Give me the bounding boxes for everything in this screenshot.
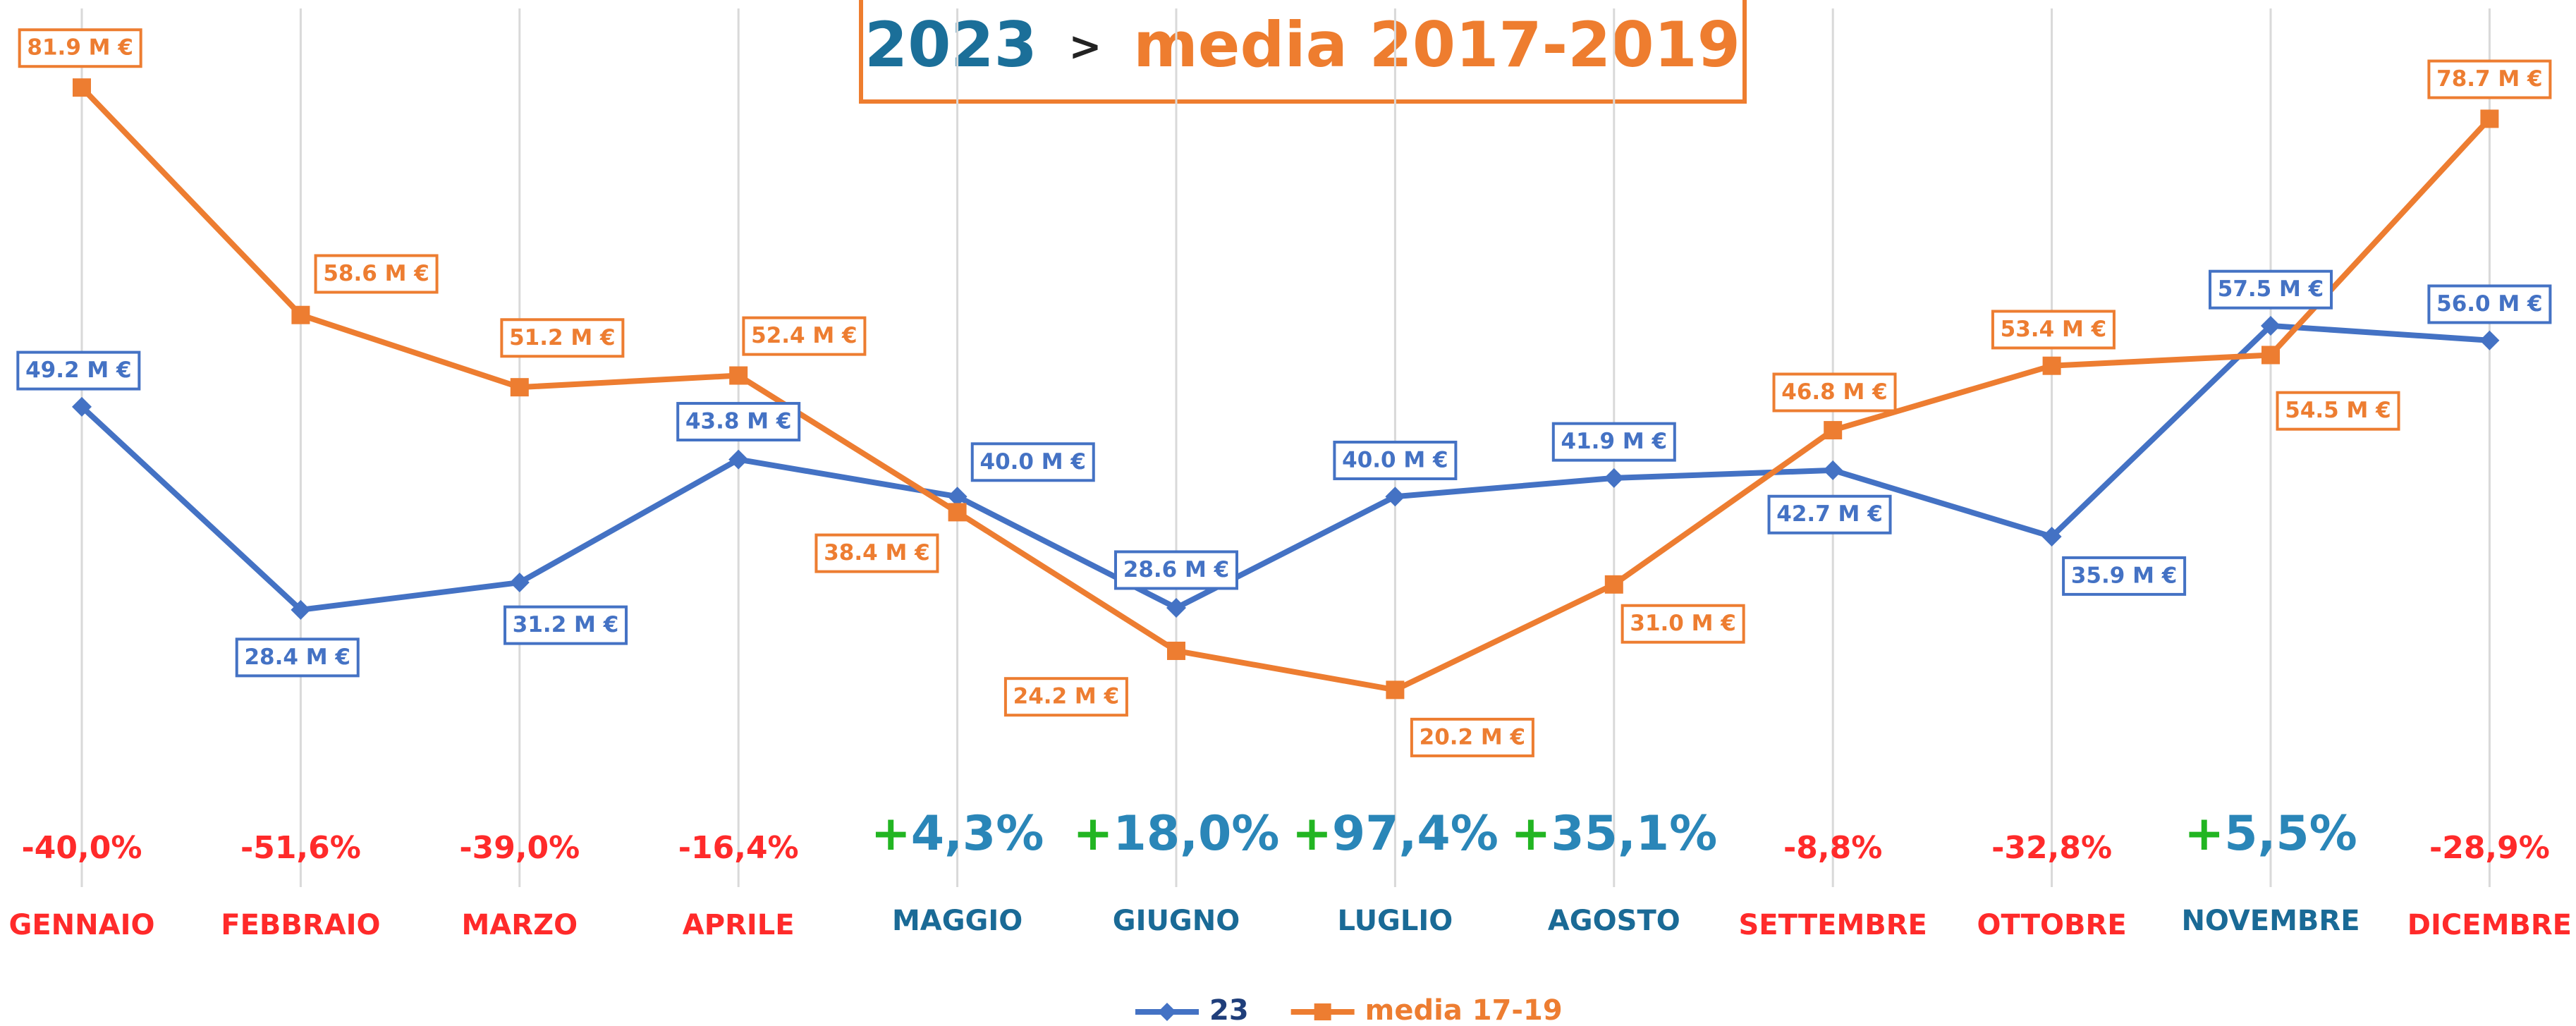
marker [1605,575,1623,594]
marker [2480,109,2498,128]
change-label: -16,4% [678,830,799,866]
x-tick-label: FEBBRAIO [221,909,380,941]
title-part: media 2017-2019 [1133,8,1740,81]
change-label: -40,0% [22,830,142,866]
marker [948,503,967,521]
value-label: 24.2 M € [1013,684,1120,709]
change-label: -51,6% [240,830,361,866]
change-label: +97,4% [1292,806,1498,862]
marker [2479,331,2499,350]
marker [1386,680,1404,699]
x-tick-label: GIUGNO [1113,905,1240,937]
labels: -40,0% GENNAIO -51,6% FEBBRAIO -39,0% MARZO -1… [9,30,2572,941]
marker [1385,487,1405,506]
x-tick-label: LUGLIO [1338,905,1453,937]
chart: 2023 > media 2017-2019 -40,0% GENNAIO -51,… [0,0,2576,1026]
x-tick-label: SETTEMBRE [1739,909,1927,941]
value-label: 54.5 M € [2285,398,2391,423]
legend-marker [1314,1003,1331,1020]
value-label: 78.7 M € [2436,66,2543,92]
grid [82,8,2489,887]
marker [1604,468,1624,488]
x-tick-label: MAGGIO [892,905,1023,937]
legend-marker [1158,1003,1176,1021]
marker [2043,357,2061,375]
x-tick-label: DICEMBRE [2407,909,2572,941]
marker [729,367,747,385]
value-label: 49.2 M € [25,358,132,383]
change-label: +35,1% [1510,806,1717,862]
value-label: 43.8 M € [685,409,792,434]
title-part: 2023 [865,8,1037,81]
marker [291,306,310,324]
x-tick-label: NOVEMBRE [2181,905,2360,937]
change-label: +4,3% [871,806,1044,862]
marker [1167,642,1185,660]
legend-label: media 17-19 [1365,994,1563,1026]
value-label: 57.5 M € [2218,276,2324,302]
x-tick-label: APRILE [683,909,795,941]
legend-label: 23 [1209,994,1249,1026]
marker [1166,598,1186,618]
value-label: 38.4 M € [824,540,930,566]
marker [2261,346,2280,364]
value-label: 42.7 M € [1776,501,1883,527]
marker [1824,421,1842,439]
value-label: 40.0 M € [980,449,1087,475]
value-label: 52.4 M € [751,323,857,348]
series-line [82,87,2489,690]
value-label: 81.9 M € [27,35,133,61]
change-label: -39,0% [459,830,580,866]
x-tick-label: OTTOBRE [1977,909,2127,941]
value-label: 31.0 M € [1630,611,1736,636]
value-label: 31.2 M € [513,612,619,637]
marker [1823,460,1843,480]
value-label: 40.0 M € [1342,447,1448,472]
value-label: 28.6 M € [1123,557,1230,582]
value-label: 20.2 M € [1420,724,1526,750]
value-label: 56.0 M € [2436,291,2543,317]
x-tick-label: AGOSTO [1548,905,1680,937]
x-tick-label: MARZO [462,909,578,941]
change-label: -28,9% [2429,830,2550,866]
change-label: -8,8% [1783,830,1882,866]
title-part: > [1069,24,1102,70]
value-label: 58.6 M € [323,261,429,286]
value-label: 28.4 M € [244,645,350,670]
value-label: 35.9 M € [2071,563,2178,588]
change-label: +18,0% [1073,806,1280,862]
value-label: 53.4 M € [2001,317,2107,342]
value-label: 51.2 M € [509,325,616,350]
plot [72,78,2499,699]
value-label: 46.8 M € [1781,379,1888,405]
chart-title: 2023 > media 2017-2019 [865,8,1740,81]
change-label: -32,8% [1991,830,2112,866]
value-label: 41.9 M € [1561,429,1668,454]
change-label: +5,5% [2184,806,2357,862]
marker [73,78,91,97]
marker [511,378,529,396]
x-tick-label: GENNAIO [9,909,155,941]
